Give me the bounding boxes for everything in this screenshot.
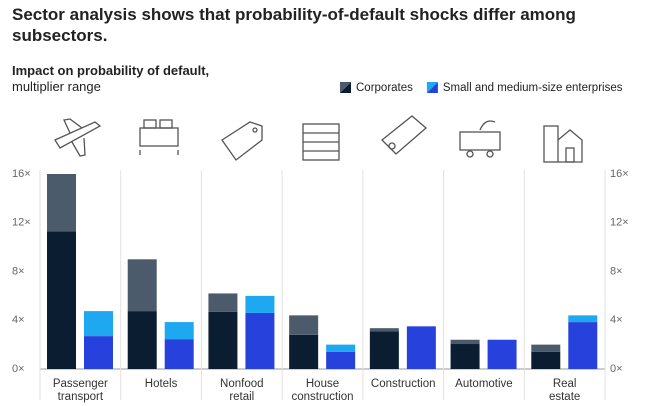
bar-low [406, 326, 436, 369]
legend-label: Corporates [356, 82, 413, 94]
icons [54, 115, 583, 163]
bar-range [208, 293, 238, 312]
bar-range [531, 344, 561, 352]
legend-swatch [426, 82, 438, 93]
bar-low [369, 331, 399, 369]
chart-title: Sector analysis shows that probability-o… [12, 5, 576, 24]
legend-label: Small and medium-size enterprises [443, 82, 623, 94]
bar-low [531, 351, 561, 369]
y-tick-label: 12× [12, 217, 31, 229]
y-tick-label: 4× [12, 314, 25, 326]
bar-low [208, 311, 238, 369]
bar-low [289, 334, 319, 369]
bar-low [245, 312, 275, 369]
bar-low [127, 311, 157, 369]
bar-low [487, 339, 517, 369]
bar-range [127, 259, 157, 312]
bar-range [84, 311, 113, 337]
x-tick-label: Real estate [549, 378, 580, 403]
bar-low [568, 322, 598, 369]
y-tick-label: 8× [610, 265, 623, 277]
chart-subtitle: Impact on probability of default, [12, 63, 209, 78]
y-tick-label: 4× [610, 314, 623, 326]
x-tick-label: House construction [291, 378, 353, 403]
bar-range [289, 315, 319, 335]
chart-title: subsectors. [12, 26, 107, 45]
bar-low [326, 351, 356, 369]
y-tick-label: 16× [12, 168, 31, 180]
y-tick-label: 12× [610, 217, 629, 229]
x-tick-label: Passenger transport [53, 378, 108, 403]
bar-range [164, 322, 194, 340]
bar-range [326, 344, 356, 352]
x-tick-label: Nonfood retail [220, 378, 263, 403]
bar-range [568, 315, 598, 323]
x-tick-label: Hotels [145, 378, 178, 390]
y-tick-label: 16× [610, 168, 629, 180]
x-tick-label: Automotive [455, 378, 513, 390]
x-tick-label: Construction [371, 378, 436, 390]
y-axis-label: multiplier range [12, 79, 101, 94]
legend-swatch [340, 82, 351, 93]
bar-low [47, 231, 76, 369]
bar-low [164, 339, 194, 369]
bar-range [47, 174, 76, 232]
bar-low [450, 344, 480, 369]
bar-range [369, 328, 399, 332]
y-tick-label: 0× [610, 363, 623, 375]
y-tick-label: 8× [12, 265, 25, 277]
bar-range [450, 339, 480, 345]
y-tick-label: 0× [12, 363, 25, 375]
bar-range [245, 295, 275, 313]
bar-low [84, 336, 113, 369]
